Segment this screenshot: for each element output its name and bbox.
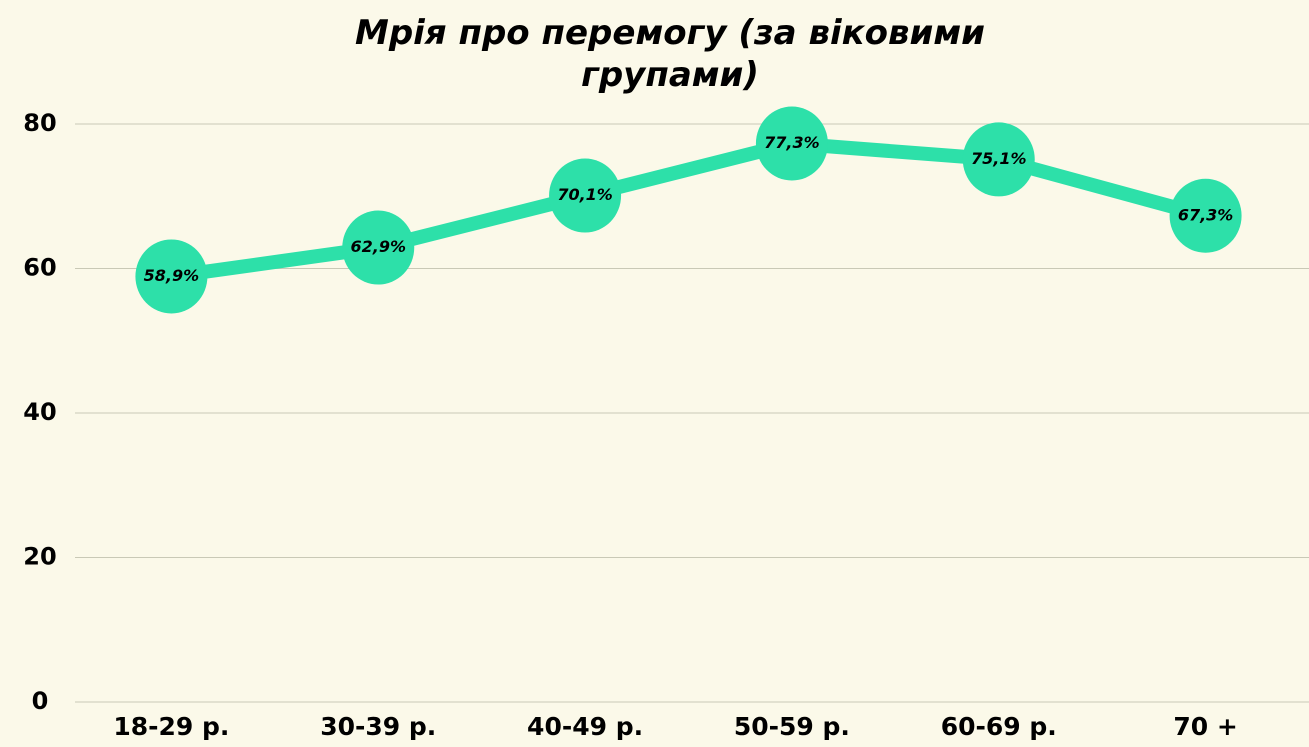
y-tick-label: 0 xyxy=(32,687,49,715)
marker xyxy=(342,210,415,285)
data-label: 58,9% xyxy=(144,266,200,285)
marker xyxy=(549,158,622,233)
data-label: 70,1% xyxy=(557,185,613,204)
x-tick-label: 60-69 р. xyxy=(941,712,1057,741)
y-tick-label: 80 xyxy=(23,109,56,137)
marker xyxy=(755,106,828,181)
data-label: 67,3% xyxy=(1178,205,1234,224)
data-label: 75,1% xyxy=(971,149,1027,168)
data-label: 77,3% xyxy=(764,133,820,152)
y-tick-label: 20 xyxy=(23,543,56,571)
marker xyxy=(1169,178,1242,253)
chart-title: Мрія про перемогу (за віковими групами) xyxy=(354,13,985,95)
x-tick-label: 50-59 р. xyxy=(734,712,850,741)
y-tick-label: 60 xyxy=(23,254,56,282)
x-tick-label: 40-49 р. xyxy=(527,712,643,741)
line xyxy=(170,136,1208,284)
y-tick-label: 40 xyxy=(23,398,56,426)
x-tick-label: 18-29 р. xyxy=(113,712,229,741)
marker xyxy=(135,239,208,314)
data-label: 62,9% xyxy=(350,237,406,256)
x-tick-label: 70 + xyxy=(1173,712,1237,741)
marker xyxy=(962,122,1035,197)
x-tick-label: 30-39 р. xyxy=(320,712,436,741)
